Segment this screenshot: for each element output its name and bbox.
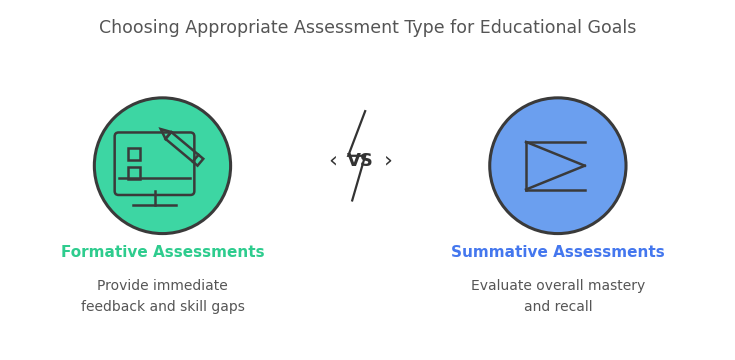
Text: ›: › <box>384 151 392 171</box>
Text: ‹: ‹ <box>328 151 337 171</box>
Text: Provide immediate
feedback and skill gaps: Provide immediate feedback and skill gap… <box>81 279 245 314</box>
Text: Formative Assessments: Formative Assessments <box>61 246 265 261</box>
Circle shape <box>490 98 626 234</box>
Circle shape <box>94 98 231 234</box>
Text: VS: VS <box>347 152 373 170</box>
Text: Summative Assessments: Summative Assessments <box>451 246 664 261</box>
Text: Evaluate overall mastery
and recall: Evaluate overall mastery and recall <box>470 279 645 314</box>
Text: Choosing Appropriate Assessment Type for Educational Goals: Choosing Appropriate Assessment Type for… <box>98 19 637 37</box>
